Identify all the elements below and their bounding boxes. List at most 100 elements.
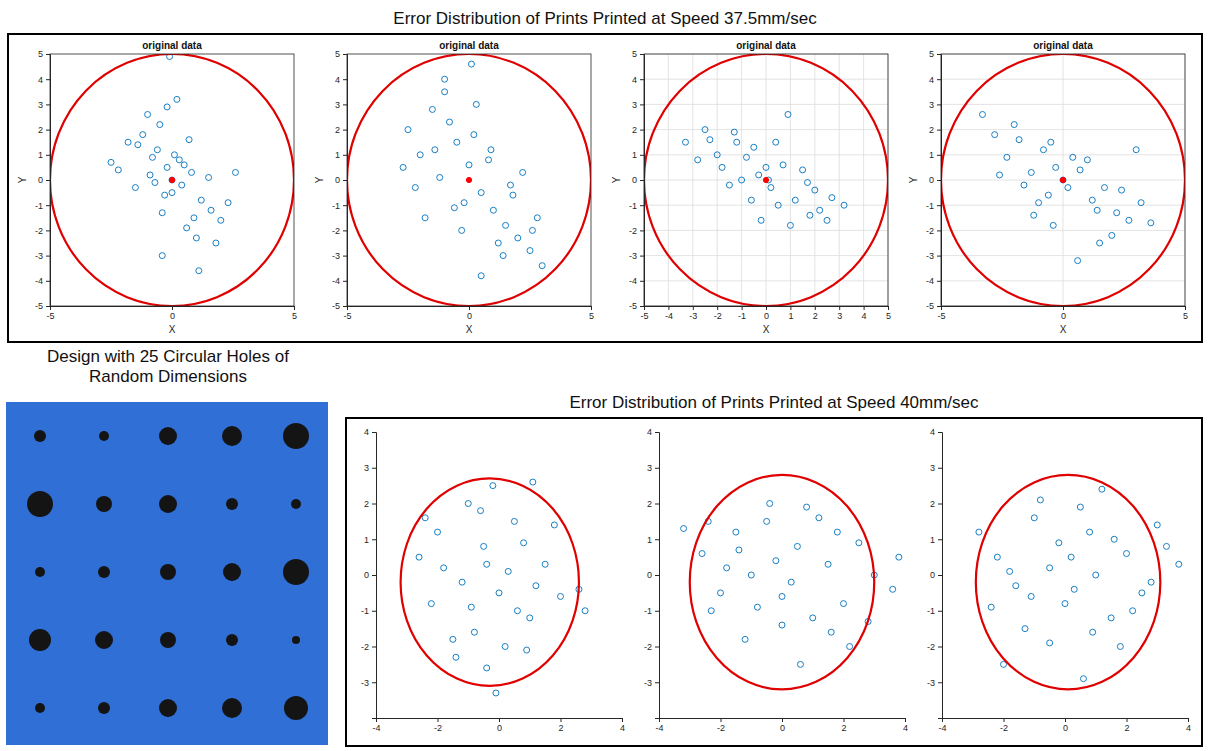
point	[804, 504, 810, 510]
point	[994, 554, 1000, 560]
point	[681, 526, 687, 532]
tick-label: -2	[434, 723, 442, 733]
tick-label: -3	[926, 251, 934, 261]
point	[1094, 207, 1100, 213]
point	[742, 636, 748, 642]
point	[1062, 601, 1068, 607]
tick-label: 0	[930, 570, 935, 580]
tick-mark	[721, 718, 722, 722]
tick: -5	[640, 306, 648, 321]
point	[442, 76, 448, 82]
tick: -5	[35, 301, 50, 311]
tick-mark	[655, 468, 659, 469]
tick-label: -4	[372, 723, 380, 733]
grid-line	[644, 230, 888, 231]
point	[164, 104, 170, 110]
point	[159, 210, 165, 216]
point	[988, 604, 994, 610]
center-point	[1060, 177, 1065, 182]
tick-label: -2	[644, 642, 652, 652]
chart: -4-2024-3-2-101234	[644, 427, 908, 733]
tick: -4	[655, 718, 663, 733]
tick: -4	[332, 276, 347, 286]
point	[558, 593, 564, 599]
point	[534, 215, 540, 221]
point	[764, 518, 770, 524]
tick: 0	[632, 175, 644, 185]
tick: 4	[862, 306, 867, 321]
point	[792, 197, 798, 203]
point	[530, 479, 536, 485]
point	[1075, 258, 1081, 264]
point	[486, 157, 492, 163]
point	[733, 529, 739, 535]
point	[1060, 177, 1066, 183]
marks	[941, 54, 1185, 306]
axis: -4-2024	[938, 718, 1191, 733]
tick-label: -5	[926, 301, 934, 311]
tick-label: -1	[738, 311, 746, 321]
point	[416, 554, 422, 560]
tick: 4	[620, 718, 625, 733]
point	[1040, 147, 1046, 153]
tick: 3	[364, 463, 376, 473]
point	[225, 200, 231, 206]
hole	[223, 563, 241, 581]
panel-frame	[8, 34, 1202, 342]
tick-label: -1	[927, 606, 935, 616]
heading: Error Distribution of Prints Printed at …	[569, 393, 979, 412]
tick-mark	[640, 205, 644, 206]
tick-label: 4	[862, 311, 867, 321]
point	[135, 142, 141, 148]
axis: -4-2024	[655, 718, 908, 733]
tick: 5	[929, 49, 941, 59]
grid-line	[941, 79, 1185, 80]
tick-label: -3	[689, 311, 697, 321]
tick-mark	[343, 230, 347, 231]
point	[1080, 676, 1086, 682]
point	[152, 180, 158, 186]
tick: 1	[38, 150, 50, 160]
tick: -2	[332, 226, 347, 236]
point	[748, 197, 754, 203]
plot-background	[942, 432, 1188, 718]
grid-line	[941, 104, 1185, 105]
tick-label: -3	[644, 678, 652, 688]
tick-label: 4	[1186, 723, 1191, 733]
point	[184, 225, 190, 231]
plot-background	[644, 54, 888, 306]
point	[763, 164, 769, 170]
tick-label: 1	[335, 150, 340, 160]
tick-label: 4	[647, 427, 652, 437]
point	[724, 565, 730, 571]
tick-label: -4	[629, 276, 637, 286]
grid-line	[941, 255, 1185, 256]
tick-mark	[640, 104, 644, 105]
axis-line	[937, 55, 942, 307]
tick-mark	[1185, 306, 1186, 310]
chart: -4-2024-3-2-101234	[927, 427, 1191, 733]
tick: 4	[647, 427, 659, 437]
tick-mark	[864, 306, 865, 310]
tick-label: 1	[929, 150, 934, 160]
point	[471, 629, 477, 635]
point	[507, 182, 513, 188]
plot-frame	[50, 54, 294, 306]
tick: -3	[35, 251, 50, 261]
tick-mark	[46, 205, 50, 206]
center-point	[763, 177, 768, 182]
plot-frame	[347, 54, 591, 306]
axis: -5-4-3-2-1012345	[35, 49, 51, 311]
point	[1028, 593, 1034, 599]
point	[478, 190, 484, 196]
tick-mark	[46, 54, 50, 55]
tick-label: 2	[38, 125, 43, 135]
tick: -1	[644, 606, 659, 616]
tick-mark	[655, 539, 659, 540]
point	[164, 164, 170, 170]
tick-mark	[782, 718, 783, 722]
tick-mark	[343, 130, 347, 131]
tick: -5	[937, 306, 945, 321]
point	[1028, 169, 1034, 175]
point	[435, 529, 441, 535]
